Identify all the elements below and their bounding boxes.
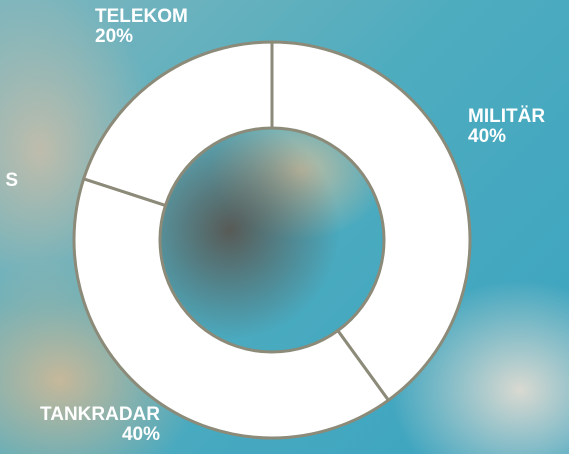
slice-label: TELEKOM [95,6,188,27]
slice-label: TANKRADAR [40,404,160,425]
chart: MILITÄR40%TANKRADAR40%STELEKOM20% [0,0,569,454]
donut-slice [74,179,388,438]
slice-value: 20% [95,26,133,47]
slice-label: MILITÄR [468,106,545,127]
slice-label: S [5,170,18,191]
screen: MILITÄR40%TANKRADAR40%STELEKOM20% [0,0,569,454]
slice-value: 40% [468,126,506,147]
donut-slice [272,42,470,400]
donut-slice [84,42,272,205]
slice-value: 40% [122,424,160,445]
